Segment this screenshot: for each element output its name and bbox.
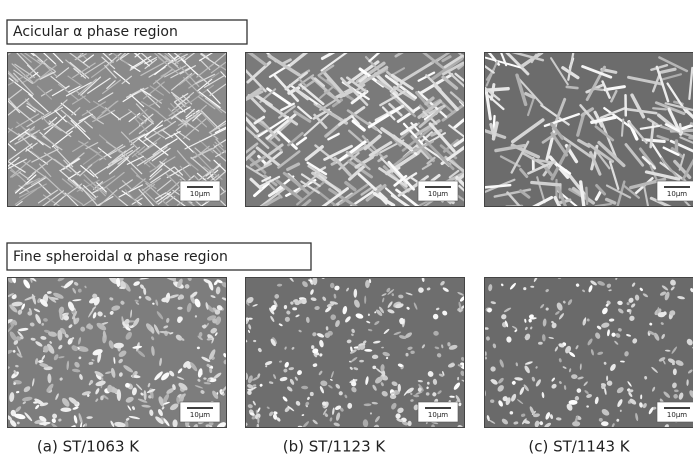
caption: (b) ST/1123 K: [283, 438, 387, 456]
scale-bar-label: 10μm: [428, 190, 448, 198]
scale-bar-label: 10μm: [428, 411, 448, 419]
micrograph: 10μm: [242, 275, 467, 432]
scale-bar-label: 10μm: [190, 190, 210, 198]
micrograph: 10μm: [0, 43, 237, 212]
scale-bar-label: 10μm: [190, 411, 210, 419]
micrograph: 10μm: [234, 41, 474, 213]
micrograph: 10μm: [482, 275, 693, 431]
figure: Acicular α phase region Fine spheroidal …: [0, 0, 693, 462]
scale-bar-label: 10μm: [667, 190, 687, 198]
caption: (a) ST/1063 K: [37, 438, 140, 456]
micrograph: 10μm: [1, 272, 229, 432]
section-label: Fine spheroidal α phase region: [13, 249, 228, 265]
caption: (c) ST/1143 K: [528, 438, 630, 456]
scale-bar-label: 10μm: [667, 411, 687, 419]
section-label: Acicular α phase region: [13, 24, 178, 40]
micrograph: 10μm: [471, 39, 693, 219]
